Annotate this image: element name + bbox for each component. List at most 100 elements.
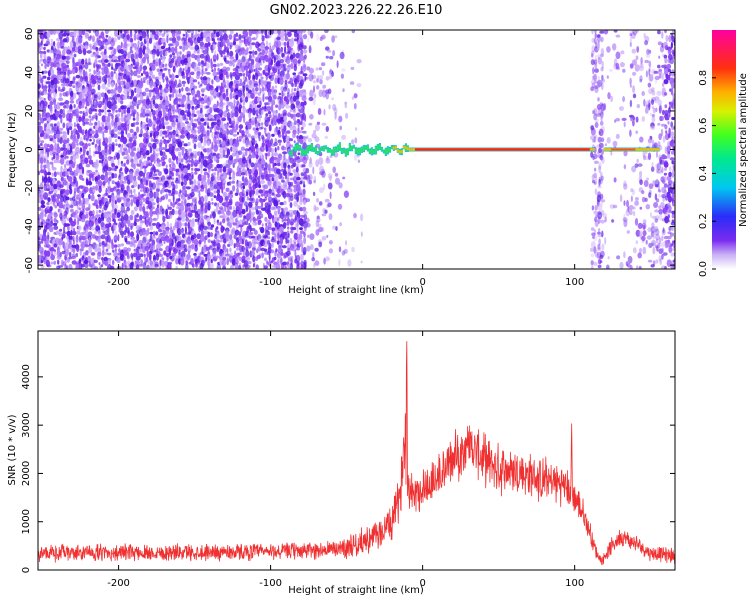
spectrogram-content-mark-mark [278,142,282,146]
spectrogram-content-mark-mark [594,80,598,84]
spectrogram-content-mark-mark [201,60,204,69]
spectrogram-content-mark-mark [248,111,251,119]
spectrogram-content-mark-mark [641,235,646,241]
spectrogram-content-mark-mark [229,50,234,57]
spectrogram-content-mark-mark [96,92,102,96]
spectrogram-content-mark-mark [229,264,234,269]
spectrogram-content-mark-mark [147,216,153,224]
spectrogram-content-mark-mark [247,107,253,114]
spectrogram-content-mark-mark [675,88,678,92]
spectrogram-content-mark-mark [211,168,215,172]
spectrogram-content-mark-mark [192,85,198,89]
spectrogram-content-mark-mark [177,158,182,164]
spectrogram-content-mark-mark [270,148,274,154]
spectrogram-content-mark-mark [264,196,268,201]
spectrogram-content-mark-mark [257,246,262,252]
spectrogram-content-mark-mark [102,249,105,257]
spectrogram-content-mark-mark [126,30,129,35]
spectrogram-content-mark-mark [136,126,140,133]
spectrogram-content-mark-mark [46,61,50,68]
spectrogram-content-mark-mark [596,104,602,110]
spectrogram-content-mark-mark [165,164,168,168]
spectrogram-content-mark-mark [223,238,227,244]
spectrogram-content-mark-mark [45,222,51,230]
spectrogram-content-mark-mark [648,102,651,111]
spectrogram-content-mark-mark [225,134,229,140]
spectrogram-content-mark-mark [327,182,333,190]
spectrogram-content-mark-mark [606,264,610,269]
spectrogram-content-mark-mark [244,49,249,56]
spectrogram-content-mark-mark [184,193,188,198]
spectrogram-content-mark-mark [225,123,229,131]
spectrogram-content-mark-mark [132,117,136,121]
spectrogram-content-mark-mark [181,217,186,222]
spectrogram-content-mark-mark [296,226,299,234]
spectrogram-content-mark-mark [649,112,653,116]
spectrogram-content-mark-mark [283,41,287,47]
spectrogram-content-mark-mark [287,112,292,118]
spectrogram-content-mark-mark [296,176,301,181]
spectrogram-content-mark-mark [590,227,595,231]
spectrogram-content-mark-mark [66,235,69,240]
spectrogram-content-mark-mark [267,152,271,157]
spectrogram-content-mark-mark [190,40,194,46]
spectrogram-content-mark-mark [290,221,294,226]
spectrogram-content-mark-mark [324,135,328,140]
spectrogram-content-mark-mark [308,73,314,82]
spectrogram-content-mark-mark [47,197,51,203]
spectrogram-content-mark-mark [151,153,156,161]
spectrogram-content-mark-mark [79,249,82,256]
spectrogram-content-mark-mark [120,243,125,247]
spectrogram-content-mark-mark [44,213,47,218]
spectrogram-content-mark-mark [251,55,256,59]
spectrogram-content-mark-mark [299,207,304,212]
spectrogram-content-mark-mark [103,54,108,61]
spectrogram-content-mark-mark [207,203,211,211]
spectrogram-content-mark-mark [313,179,316,184]
spectrogram-content-mark-mark [234,192,239,196]
spectrogram-content-mark-mark [157,170,162,177]
spectrogram-content-mark-mark [105,34,109,38]
spectrogram-content-mark-mark [105,248,109,252]
spectrogram-content-mark-mark [257,210,262,216]
spectrogram-content-mark-mark [253,229,258,235]
spectrogram-content-mark-mark [597,75,600,81]
spectrogram-content-mark-mark [350,66,355,70]
spectrogram-content-mark-mark [174,210,179,215]
spectrogram-content-mark-mark [81,104,85,109]
spectrogram-content-mark-mark [229,222,232,229]
spectrogram-content-mark-mark [98,112,102,116]
spectrogram-content-mark-mark [111,114,114,120]
spectrogram-content-mark-mark [168,198,171,203]
spectrogram-content-mark-mark [146,126,150,131]
spectrogram-content-mark-mark [66,137,70,144]
spectrogram-content-mark-mark [209,107,213,114]
spectrogram-content-mark-mark [245,129,249,135]
spectrogram-content-mark-mark [100,217,105,222]
spectrogram-content-mark-mark [632,206,636,210]
spectrogram-content-mark-mark [276,65,282,71]
spectrogram-content-mark-mark [87,135,92,139]
spectrogram-content-mark-mark [178,174,181,182]
spectrogram-content-mark-mark [94,133,99,139]
spectrogram-content-mark-mark [601,74,604,82]
spectrogram-content-mark-mark [43,259,47,265]
spectrogram-content-mark-mark [229,247,232,253]
spectrogram-content-mark-mark [247,58,251,62]
spectrogram-content-mark-mark [219,139,222,145]
spectrogram-content-mark-mark [641,196,646,203]
spectrogram-content-mark-mark [47,167,51,173]
spectrogram-content-mark-mark [184,44,189,50]
spectrogram-content-mark-mark [73,191,76,198]
spectrogram-content-mark-mark [116,188,121,196]
spectrogram-content-mark-mark [364,146,367,149]
spectrogram-content-mark-mark [274,122,277,126]
spectrogram-content-mark-mark [593,113,598,121]
spectrogram-content-mark-mark [177,93,183,98]
spectrogram-content-mark-mark [145,179,149,186]
spectrogram-content-mark-mark [293,200,298,207]
spectrogram-content-mark-mark [182,68,185,72]
spectrogram-content-mark-mark [151,34,156,40]
spectrogram-content-mark-mark [658,254,662,262]
spectrogram-content-mark-mark [163,86,169,94]
